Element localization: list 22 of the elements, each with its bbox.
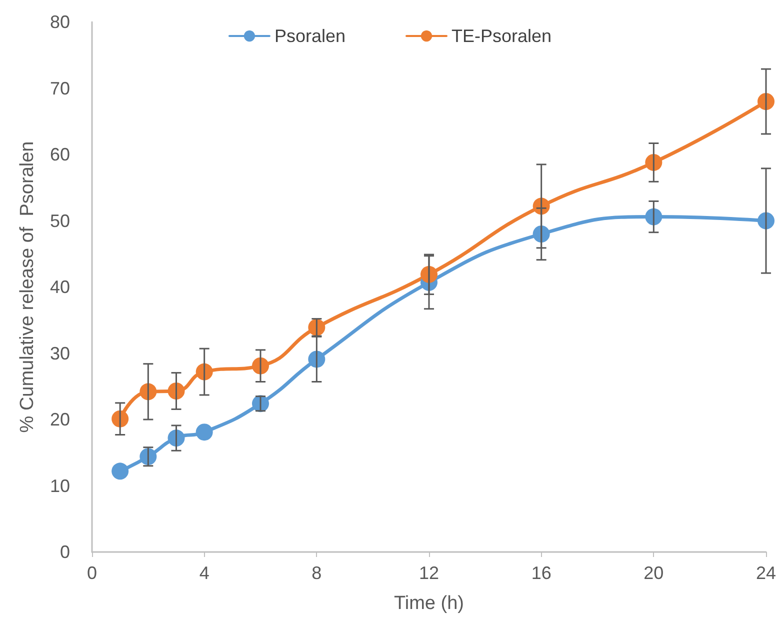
x-tick-label: 16	[531, 563, 552, 583]
y-tick-label: 50	[50, 210, 70, 231]
legend-label: Psoralen	[274, 26, 346, 46]
x-tick-label: 12	[418, 563, 440, 583]
x-tick-label: 8	[312, 563, 322, 583]
point	[196, 424, 213, 441]
x-tick-label: 4	[199, 563, 210, 583]
x-tick-label: 24	[756, 563, 776, 583]
legend-label: TE-Psoralen	[452, 26, 552, 46]
y-tick-label: 40	[50, 277, 70, 297]
y-tick-label: 20	[50, 410, 70, 430]
y-tick-label: 0	[60, 542, 70, 562]
y-tick-label: 60	[50, 144, 70, 164]
y-tick-label: 30	[50, 343, 70, 364]
y-tick-label: 70	[50, 78, 70, 98]
y-tick-label: 80	[50, 12, 70, 32]
point	[112, 462, 129, 480]
y-tick-label: 10	[50, 476, 70, 496]
x-tick-label: 0	[86, 563, 98, 583]
x-tick-label: 20	[644, 563, 664, 583]
y-axis-title: % Cumulative release of Psoralen	[17, 141, 38, 433]
x-axis-title: Time (h)	[394, 593, 464, 614]
